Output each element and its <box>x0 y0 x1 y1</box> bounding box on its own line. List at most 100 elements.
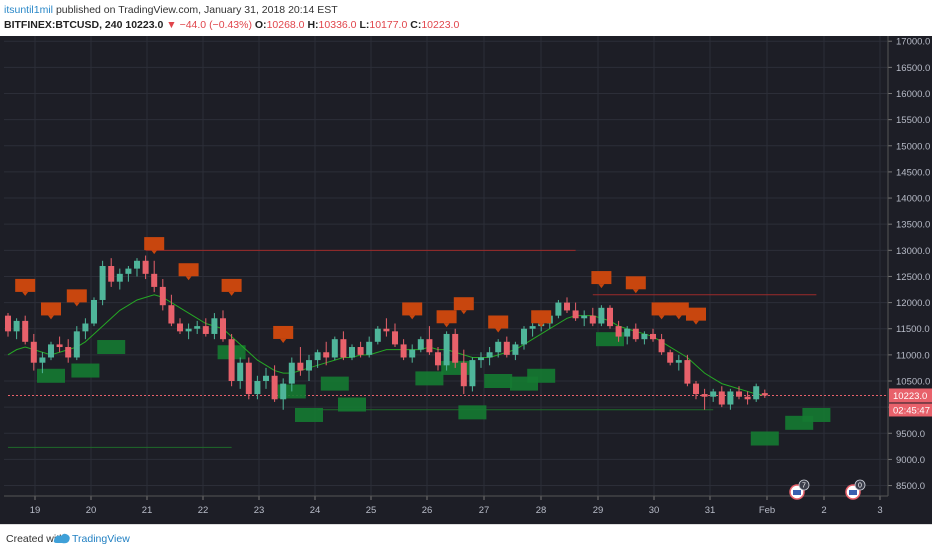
event-count-badge <box>798 479 810 491</box>
sell-signal-marker <box>402 302 423 320</box>
event-flag-icon[interactable]: 7 <box>789 479 810 500</box>
candle <box>159 279 166 311</box>
candle-body <box>331 339 338 358</box>
candle <box>340 331 347 361</box>
candle <box>374 326 381 345</box>
sell-signal-marker <box>15 278 36 296</box>
candle <box>503 336 510 358</box>
sell-signal-marker <box>41 302 61 320</box>
candle <box>529 320 536 337</box>
candle-body <box>435 352 441 366</box>
sell-signal-pointer <box>48 315 54 320</box>
candle-body <box>632 328 639 340</box>
candle-body <box>400 344 407 358</box>
candle-body <box>185 328 192 332</box>
tradingview-link[interactable]: TradingView <box>72 533 130 545</box>
chart-area[interactable]: 8500.09000.09500.010000.010500.011000.01… <box>0 36 932 524</box>
candle <box>134 258 140 277</box>
candle <box>13 318 20 340</box>
event-flag-icon[interactable]: 0 <box>845 479 866 500</box>
candle-body <box>245 362 252 395</box>
candle-body <box>288 362 295 384</box>
sell-signal-box <box>436 310 457 324</box>
y-tick-label: 13500.0 <box>896 220 930 231</box>
event-count-label: 7 <box>802 483 806 490</box>
buy-signal-box <box>71 363 100 378</box>
candle <box>555 299 562 319</box>
sell-signal-pointer <box>693 320 699 325</box>
x-tick-label: 20 <box>86 505 97 516</box>
y-tick-label: 11000.0 <box>896 350 930 361</box>
candle <box>701 388 708 410</box>
candle <box>177 318 183 334</box>
sell-signal-box <box>625 276 646 290</box>
sell-signal-box <box>15 278 36 292</box>
candle <box>39 352 46 374</box>
candle-body <box>202 326 209 334</box>
candle-body <box>650 333 656 340</box>
candle-body <box>194 326 201 329</box>
candle-body <box>469 360 476 387</box>
candle <box>331 336 338 361</box>
sell-signal-pointer <box>151 250 158 255</box>
candle <box>426 326 433 355</box>
down-arrow-icon: ▼ <box>166 19 177 31</box>
buy-signal-box <box>484 374 513 388</box>
candle-body <box>56 344 63 348</box>
candle <box>469 357 476 392</box>
x-tick-label: Feb <box>759 505 775 516</box>
candle-body <box>211 318 218 334</box>
candle-body <box>48 344 54 358</box>
candle <box>607 305 613 329</box>
sell-signal-box <box>651 302 672 316</box>
candle-body <box>624 328 631 337</box>
sell-signal-marker <box>453 297 474 315</box>
candle <box>392 323 398 348</box>
candle-body <box>581 315 588 319</box>
tradingview-logo-icon <box>53 533 70 544</box>
candle-body <box>271 375 278 400</box>
sell-signal-box <box>66 289 87 303</box>
candle-body <box>159 286 166 306</box>
sell-signal-pointer <box>280 338 287 343</box>
candle <box>48 341 54 361</box>
chart-header: itsuntil1mil published on TradingView.co… <box>0 0 932 36</box>
candle-body <box>116 273 123 282</box>
candle <box>22 315 29 345</box>
x-tick-label: 30 <box>649 505 660 516</box>
price-chart[interactable]: 8500.09000.09500.010000.010500.011000.01… <box>0 36 932 524</box>
candle-body <box>486 352 493 358</box>
candle <box>744 391 751 405</box>
sell-signal-pointer <box>228 291 235 296</box>
y-tick-label: 10500.0 <box>896 377 930 388</box>
candle <box>116 268 123 290</box>
price-change: −44.0 (−0.43%) <box>179 19 252 31</box>
candle <box>245 357 252 400</box>
sell-signal-box <box>41 302 61 316</box>
publish-info: published on TradingView.com, January 31… <box>55 4 338 16</box>
candle <box>727 388 734 410</box>
high-label: H: <box>307 19 319 31</box>
author-link[interactable]: itsuntil1mil <box>4 4 54 16</box>
sell-signal-marker <box>668 302 689 320</box>
candle <box>357 341 364 358</box>
candle-body <box>82 323 89 332</box>
candle <box>237 357 244 389</box>
candle-body <box>108 266 115 282</box>
candle-body <box>615 326 622 337</box>
sell-signal-box <box>453 297 474 311</box>
candle-body <box>503 341 510 355</box>
candle <box>297 347 304 376</box>
candle <box>521 326 527 350</box>
candle <box>30 333 37 371</box>
symbol-label[interactable]: BITFINEX:BTCUSD, 240 <box>4 19 123 31</box>
candle-body <box>521 328 527 345</box>
sell-signal-box <box>273 325 294 339</box>
candle <box>5 313 11 337</box>
candle-body <box>254 381 261 395</box>
candle-body <box>710 391 717 397</box>
candle-body <box>374 328 381 342</box>
close-value: 10223.0 <box>421 19 460 31</box>
y-tick-label: 14000.0 <box>896 194 930 205</box>
candle <box>443 331 450 371</box>
